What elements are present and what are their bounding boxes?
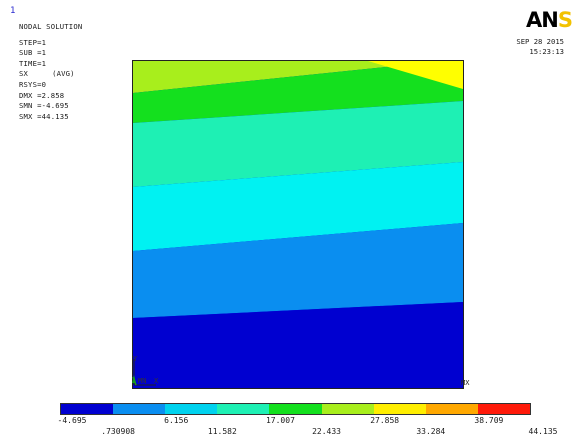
legend-swatch <box>425 404 478 414</box>
triad-x-label: X <box>154 377 159 385</box>
smn-value: SMN =-4.695 <box>19 101 69 111</box>
contour-band <box>133 223 463 318</box>
triad-mn-label: MN <box>138 377 147 385</box>
time-value: TIME=1 <box>19 58 47 68</box>
contour-band-max <box>368 61 463 89</box>
legend-swatch <box>373 404 426 414</box>
legend-swatch <box>61 404 114 414</box>
timestamp: SEP 28 2015 15:23:13 <box>516 37 564 58</box>
legend-swatch <box>217 404 270 414</box>
max-marker: MX <box>461 379 470 387</box>
triad-y-label: Y <box>133 355 138 363</box>
logo-text-a: AN <box>526 8 559 32</box>
legend-label-top: 6.156 <box>164 416 189 425</box>
coordinate-triad: Y MN X <box>132 355 172 387</box>
legend-label-bottom: 11.582 <box>207 427 237 436</box>
solution-title: NODAL SOLUTION <box>19 22 83 31</box>
averaging-label: (AVG) <box>52 69 75 79</box>
legend-label-bottom: 33.284 <box>416 427 446 436</box>
stress-component-label: SX <box>19 69 29 79</box>
stress-component: SX (AVG) <box>19 69 82 80</box>
legend-label-top: 27.858 <box>370 416 400 425</box>
legend-label-bottom: .730908 <box>101 427 135 436</box>
contour-plot[interactable] <box>132 60 464 389</box>
contour-band <box>133 101 463 187</box>
legend-swatch <box>269 404 322 414</box>
substep-value: SUB =1 <box>19 48 47 58</box>
legend-swatch <box>113 404 166 414</box>
contour-band <box>133 162 463 251</box>
legend-label-bottom: 44.135 <box>528 427 558 436</box>
ansys-logo: ANS <box>526 8 573 32</box>
dmx-value: DMX =2.858 <box>19 90 65 100</box>
logo-text-b: S <box>557 8 573 32</box>
solution-info: NODAL SOLUTION STEP=1 SUB =1 TIME=1 SX (A… <box>19 22 82 122</box>
window-index: 1 <box>10 6 16 16</box>
legend-swatch <box>165 404 218 414</box>
legend-label-top: 17.007 <box>265 416 295 425</box>
step-value: STEP=1 <box>19 37 47 47</box>
rsys-value: RSYS=0 <box>19 79 47 89</box>
contour-band <box>133 61 463 123</box>
legend-label-top: 38.709 <box>474 416 504 425</box>
legend-swatch <box>477 404 530 414</box>
legend-color-bar <box>60 403 531 415</box>
date-label: SEP 28 2015 <box>516 37 564 46</box>
legend-label-top: -4.695 <box>57 416 87 425</box>
time-label: 15:23:13 <box>529 47 564 57</box>
legend-label-bottom: 22.433 <box>312 427 341 436</box>
contour-band <box>133 302 463 388</box>
contour-svg <box>133 61 463 388</box>
legend-swatch <box>321 404 374 414</box>
triad-icon <box>132 359 156 386</box>
smx-value: SMX =44.135 <box>19 111 69 121</box>
